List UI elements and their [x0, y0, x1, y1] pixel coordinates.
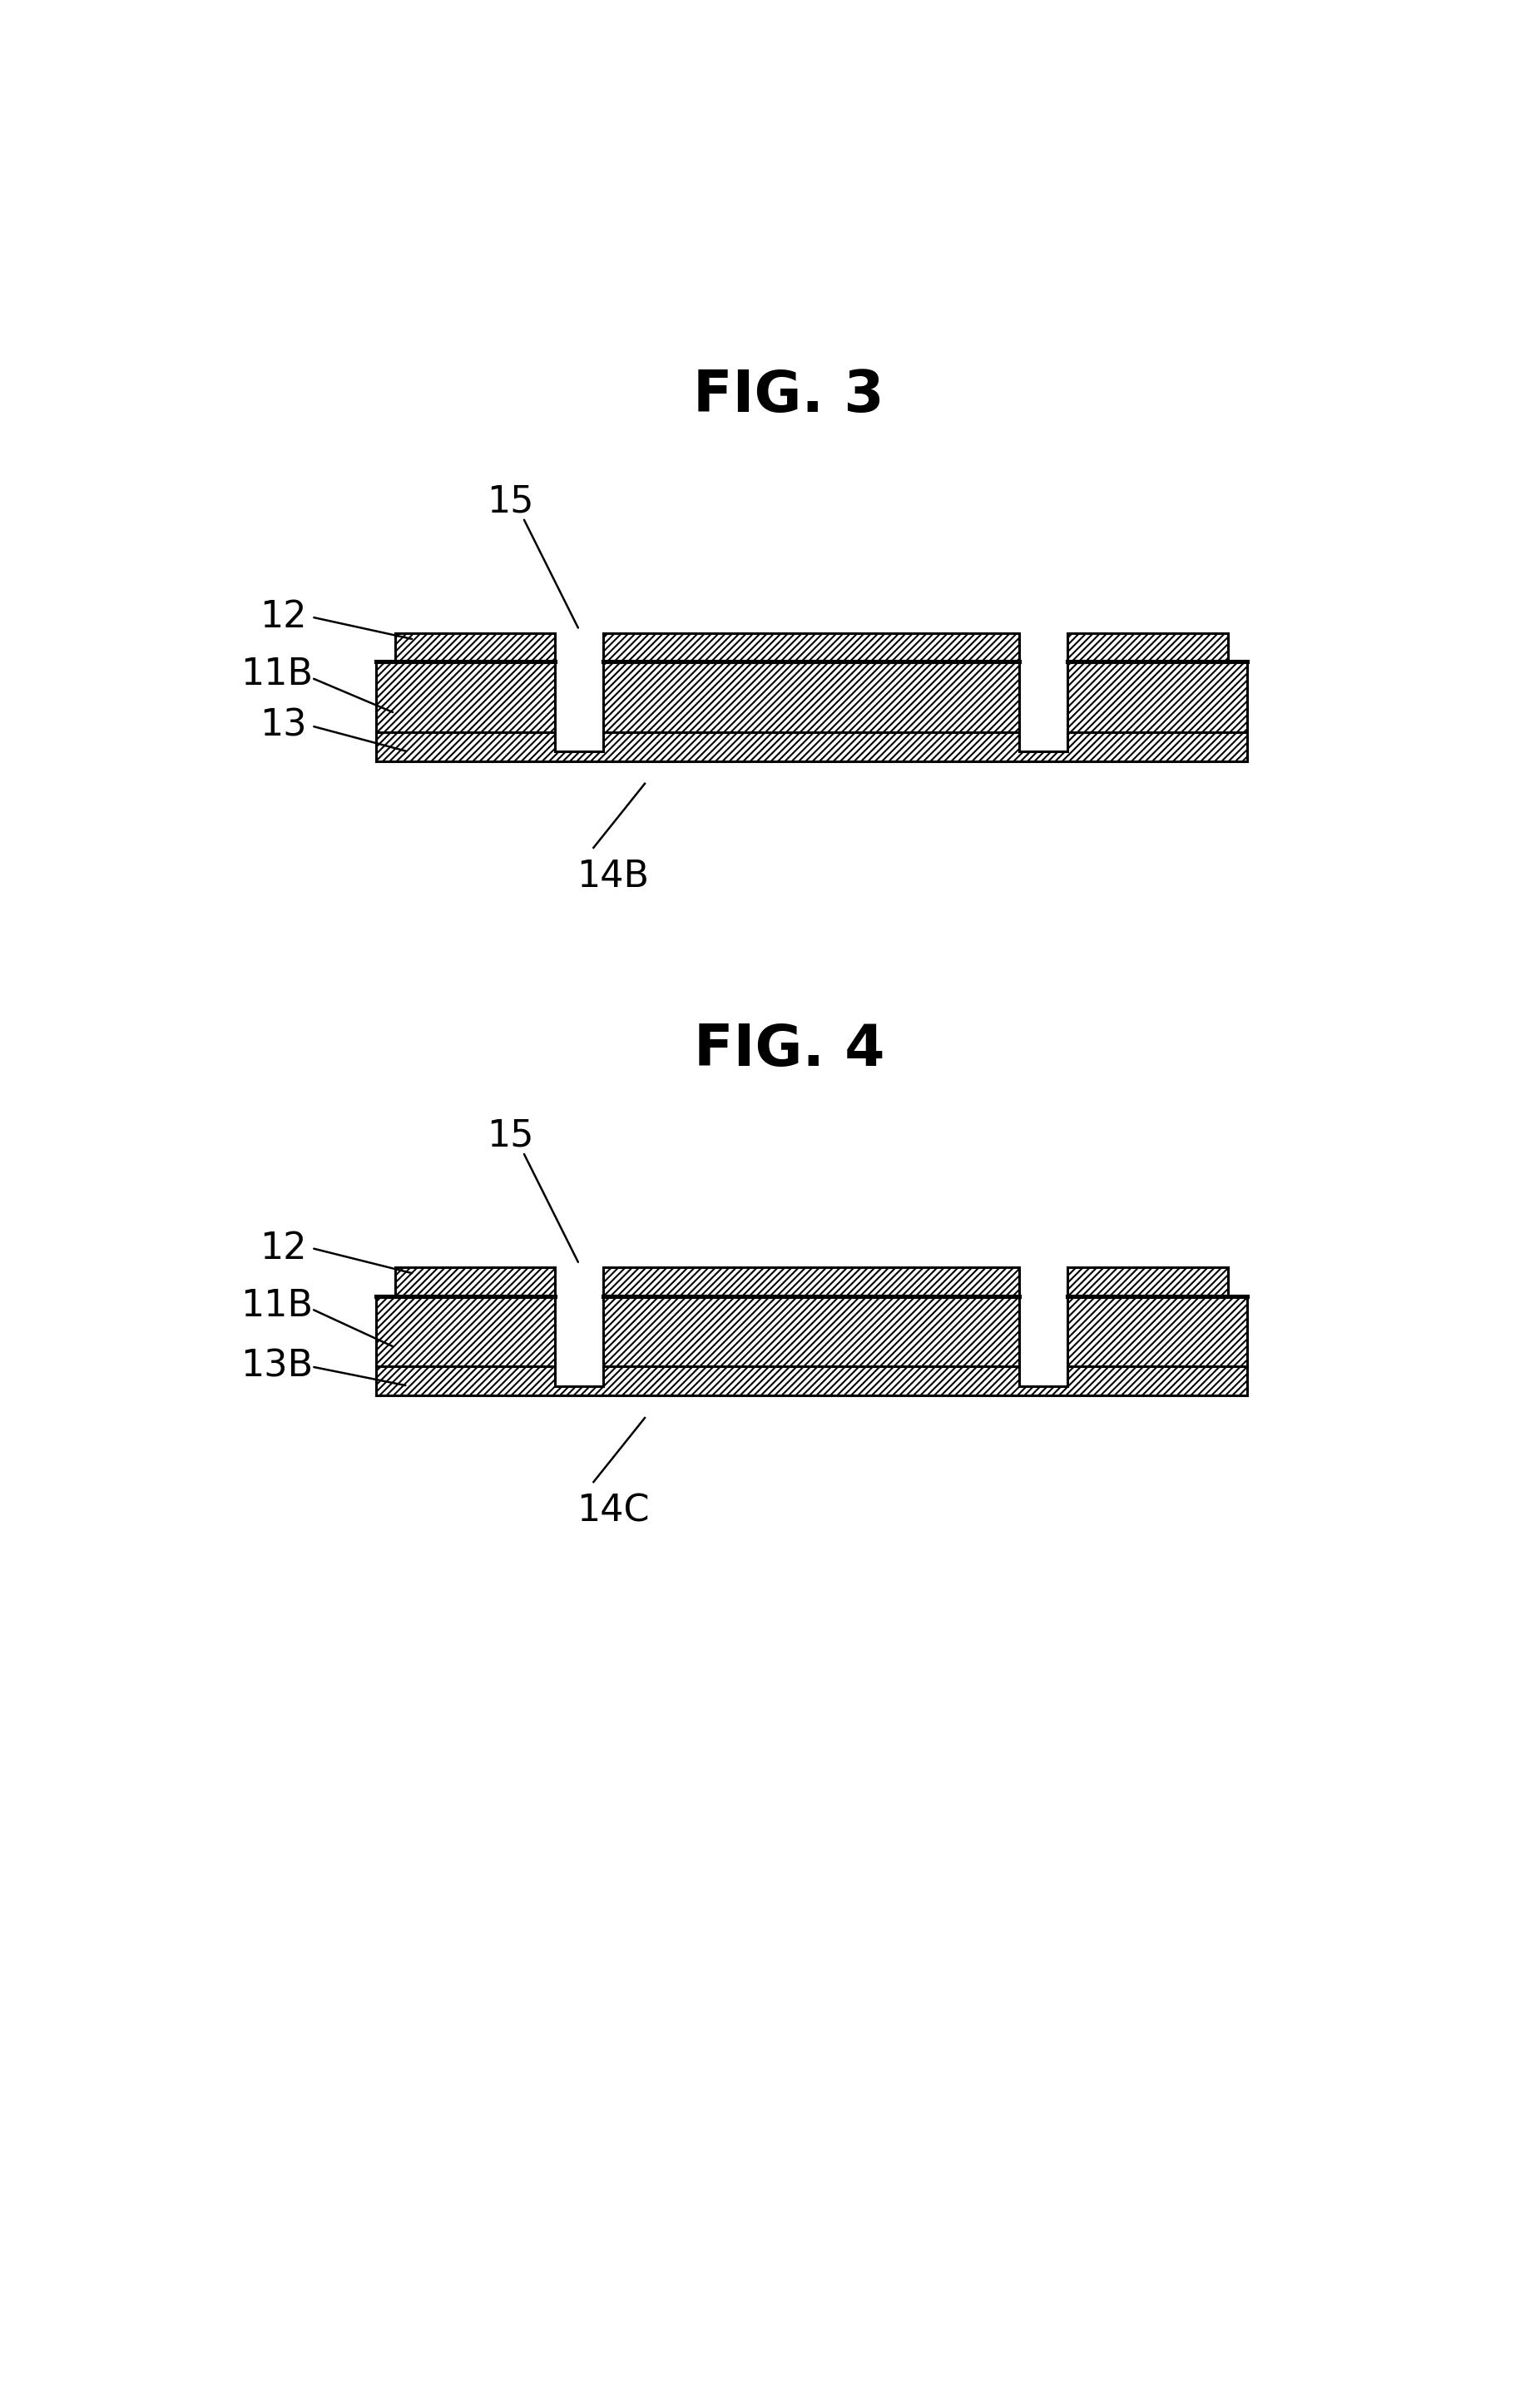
- Text: 14B: 14B: [576, 858, 648, 894]
- Text: 12: 12: [259, 598, 306, 634]
- Bar: [604, 632, 1019, 661]
- Text: 13B: 13B: [240, 1348, 313, 1384]
- Bar: [604, 661, 1019, 733]
- Bar: [376, 661, 554, 733]
- Bar: [1067, 1295, 1247, 1367]
- Text: 13: 13: [259, 709, 306, 745]
- Text: FIG. 3: FIG. 3: [693, 368, 884, 423]
- Bar: [604, 1266, 1019, 1295]
- Text: FIG. 4: FIG. 4: [693, 1021, 884, 1077]
- Bar: [1067, 1266, 1227, 1295]
- Bar: [604, 1295, 1019, 1367]
- Polygon shape: [376, 733, 1247, 762]
- Text: 14C: 14C: [576, 1492, 650, 1528]
- Bar: [394, 1266, 554, 1295]
- Text: 15: 15: [487, 1117, 534, 1153]
- Text: 15: 15: [487, 483, 534, 519]
- Bar: [376, 1295, 554, 1367]
- Bar: [1067, 632, 1227, 661]
- Bar: [394, 632, 554, 661]
- Text: 11B: 11B: [240, 656, 313, 692]
- Polygon shape: [376, 1367, 1247, 1396]
- Text: 12: 12: [259, 1230, 306, 1266]
- Text: 11B: 11B: [240, 1288, 313, 1324]
- Bar: [1067, 661, 1247, 733]
